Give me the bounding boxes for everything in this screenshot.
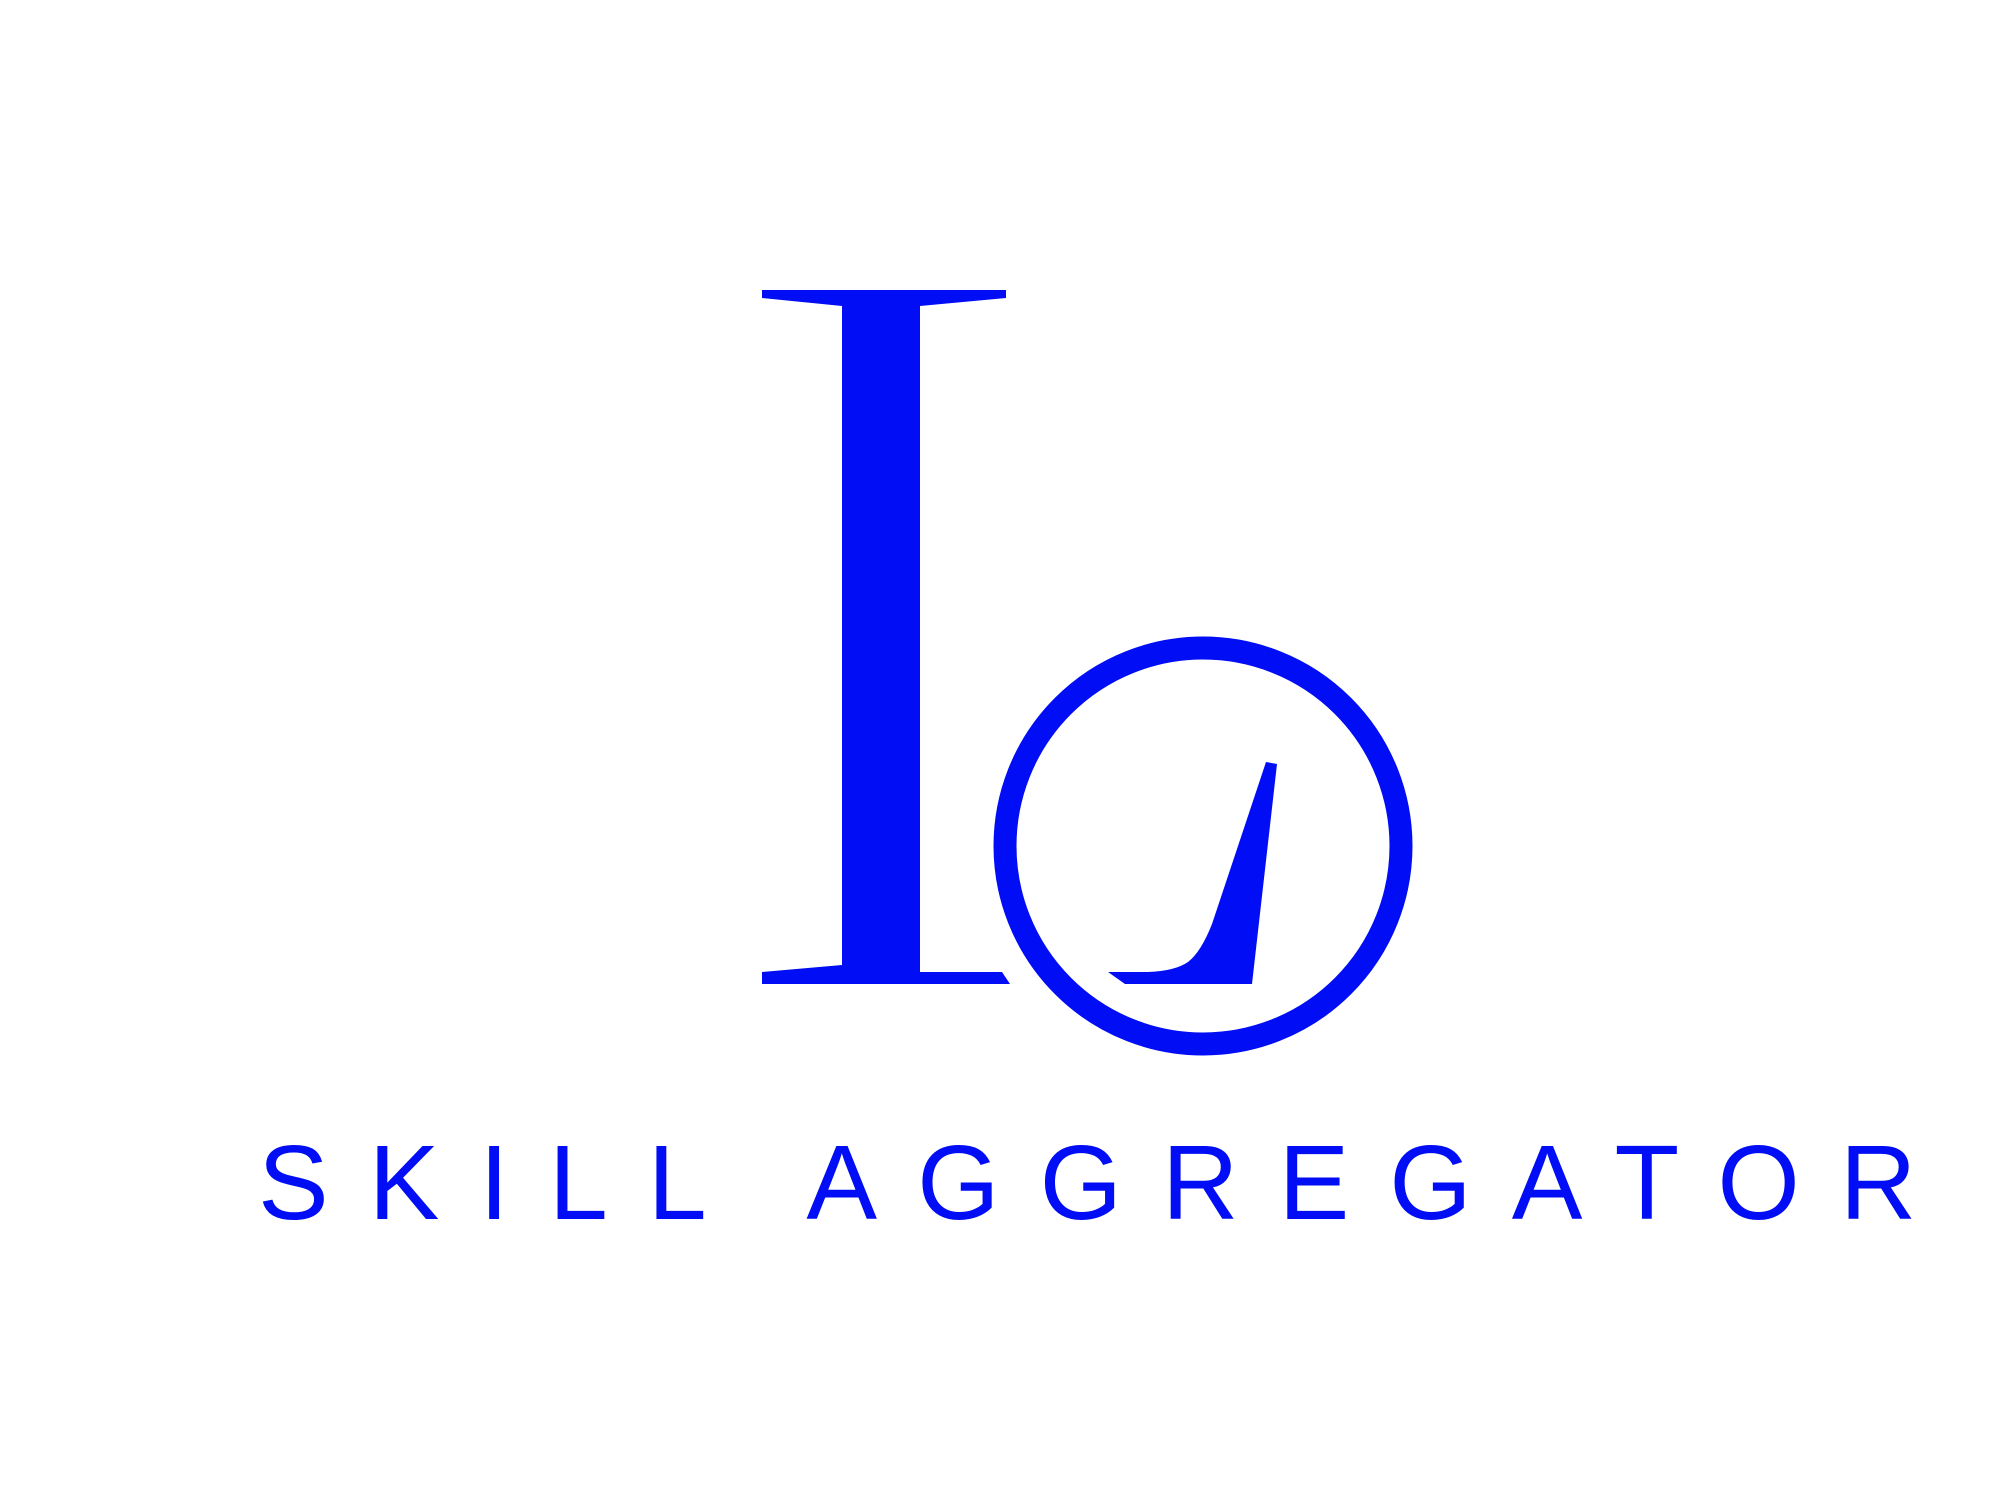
monogram-letter-o	[993, 636, 1413, 1056]
tagline: SKILL AGGREGATOR	[258, 1124, 1957, 1242]
monogram-letter-l	[762, 290, 1010, 984]
monogram-accent-stroke	[1108, 762, 1277, 984]
tagline-text: SKILL AGGREGATOR	[258, 1124, 1957, 1242]
